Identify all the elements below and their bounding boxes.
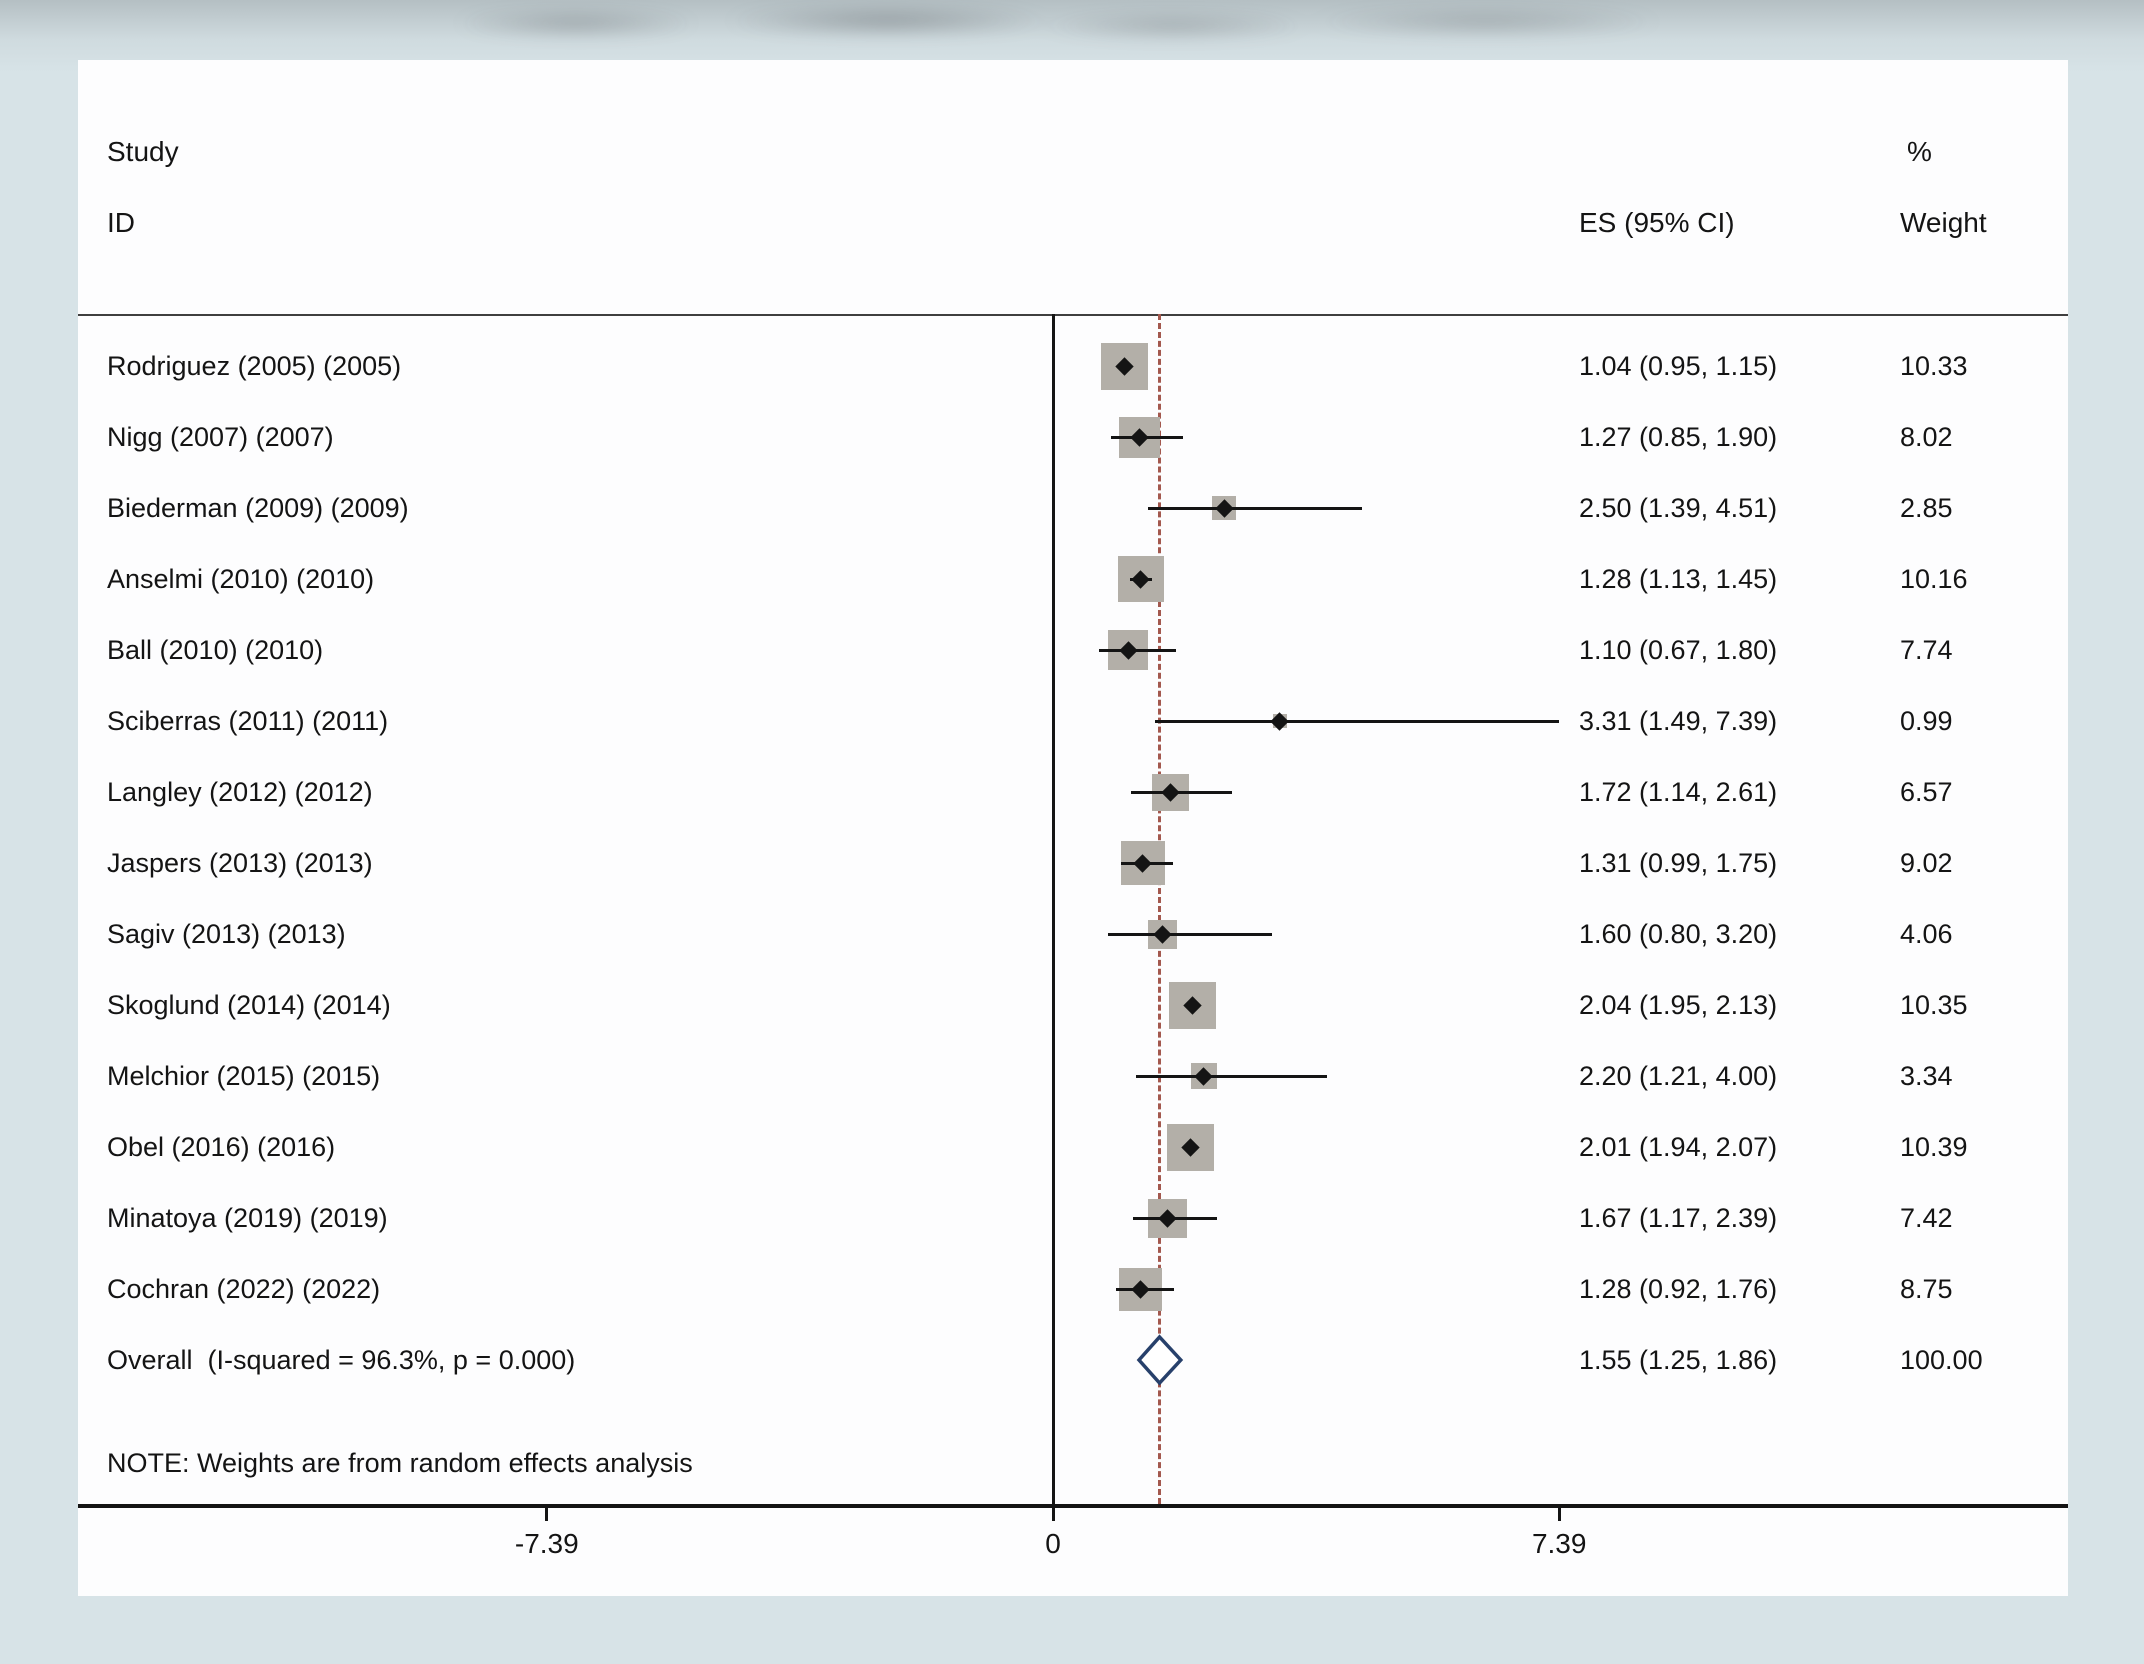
study-label: Nigg (2007) (2007) xyxy=(107,422,334,452)
es-value: 2.01 (1.94, 2.07) xyxy=(1579,1132,1778,1162)
study-label: Biederman (2009) (2009) xyxy=(107,493,409,523)
x-axis-tick xyxy=(1051,1508,1055,1521)
weight-value: 2.85 xyxy=(1900,493,1953,523)
weight-value: 10.33 xyxy=(1900,351,1968,381)
study-label: Ball (2010) (2010) xyxy=(107,635,324,665)
overall-dashed-line xyxy=(1157,314,1161,1504)
header-study: Study xyxy=(107,136,179,167)
study-label: Anselmi (2010) (2010) xyxy=(107,564,375,594)
overall-es-value: 1.55 (1.25, 1.86) xyxy=(1579,1345,1778,1375)
overall-diamond xyxy=(1136,1334,1183,1386)
study-label: Rodriguez (2005) (2005) xyxy=(107,351,402,381)
study-label: Jaspers (2013) (2013) xyxy=(107,848,373,878)
overall-label: Overall (I-squared = 96.3%, p = 0.000) xyxy=(107,1345,576,1375)
es-value: 1.27 (0.85, 1.90) xyxy=(1579,422,1778,452)
weight-value: 10.39 xyxy=(1900,1132,1968,1162)
ci-line xyxy=(1131,790,1232,794)
weight-value: 8.75 xyxy=(1900,1274,1953,1304)
x-axis-tick xyxy=(1557,1508,1561,1521)
study-label: Minatoya (2019) (2019) xyxy=(107,1203,388,1233)
study-label: Obel (2016) (2016) xyxy=(107,1132,336,1162)
null-line xyxy=(1051,314,1055,1504)
header-percent: % xyxy=(1907,136,1932,167)
es-value: 1.10 (0.67, 1.80) xyxy=(1579,635,1778,665)
study-label: Sagiv (2013) (2013) xyxy=(107,919,346,949)
study-label: Langley (2012) (2012) xyxy=(107,777,373,807)
weight-value: 0.99 xyxy=(1900,706,1953,736)
ci-line xyxy=(1107,932,1273,936)
weight-value: 7.42 xyxy=(1900,1203,1953,1233)
ci-line xyxy=(1135,1074,1327,1078)
ci-line xyxy=(1098,648,1177,652)
weight-value: 10.35 xyxy=(1900,990,1968,1020)
x-axis-tick-label: 7.39 xyxy=(1531,1528,1587,1559)
note-text: NOTE: Weights are from random effects an… xyxy=(107,1448,693,1478)
weight-value: 4.06 xyxy=(1900,919,1953,949)
header-weight: Weight xyxy=(1900,207,1987,238)
study-label: Skoglund (2014) (2014) xyxy=(107,990,391,1020)
es-value: 1.60 (0.80, 3.20) xyxy=(1579,919,1778,949)
study-label: Melchior (2015) (2015) xyxy=(107,1061,381,1091)
x-axis-tick-label: 0 xyxy=(1045,1528,1061,1559)
study-label: Cochran (2022) (2022) xyxy=(107,1274,381,1304)
es-value: 2.50 (1.39, 4.51) xyxy=(1579,493,1778,523)
es-value: 1.72 (1.14, 2.61) xyxy=(1579,777,1778,807)
es-value: 2.04 (1.95, 2.13) xyxy=(1579,990,1778,1020)
es-value: 1.31 (0.99, 1.75) xyxy=(1579,848,1778,878)
weight-value: 8.02 xyxy=(1900,422,1953,452)
weight-value: 6.57 xyxy=(1900,777,1953,807)
es-value: 1.28 (0.92, 1.76) xyxy=(1579,1274,1778,1304)
x-axis-tick xyxy=(545,1508,549,1521)
es-value: 1.04 (0.95, 1.15) xyxy=(1579,351,1778,381)
es-value: 3.31 (1.49, 7.39) xyxy=(1579,706,1778,736)
header-id: ID xyxy=(107,207,135,238)
plot-panel: Study ID ES (95% CI) % Weight NOTE: Weig… xyxy=(78,60,2068,1596)
header-es-ci: ES (95% CI) xyxy=(1579,207,1735,238)
x-axis-line xyxy=(78,1504,2068,1508)
es-value: 1.67 (1.17, 2.39) xyxy=(1579,1203,1778,1233)
scan-artifact-smudge xyxy=(420,0,1720,52)
x-axis-tick-label: -7.39 xyxy=(514,1528,579,1559)
ci-line xyxy=(1155,719,1560,723)
header-divider xyxy=(78,314,2068,316)
weight-value: 7.74 xyxy=(1900,635,1953,665)
es-value: 1.28 (1.13, 1.45) xyxy=(1579,564,1778,594)
weight-value: 3.34 xyxy=(1900,1061,1953,1091)
overall-weight-value: 100.00 xyxy=(1900,1345,1983,1375)
ci-line xyxy=(1148,506,1362,510)
weight-value: 9.02 xyxy=(1900,848,1953,878)
es-value: 2.20 (1.21, 4.00) xyxy=(1579,1061,1778,1091)
study-label: Sciberras (2011) (2011) xyxy=(107,706,389,736)
weight-value: 10.16 xyxy=(1900,564,1968,594)
